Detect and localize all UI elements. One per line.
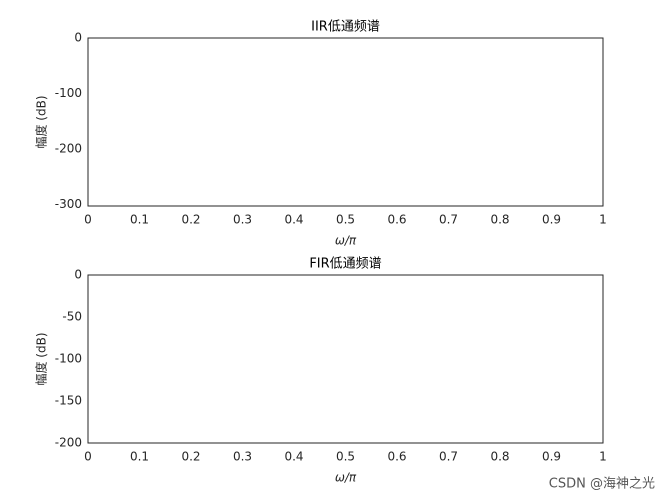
x-tick-label: 0.5	[336, 450, 355, 464]
x-tick-label: 0.3	[233, 450, 252, 464]
y-tick-label: 0	[74, 31, 82, 45]
x-tick-label: 0.2	[181, 213, 200, 227]
chart-title: IIR低通频谱	[311, 20, 380, 35]
x-tick-label: 0.8	[490, 213, 509, 227]
x-tick-label: 1	[599, 213, 607, 227]
x-tick-label: 0.6	[387, 213, 406, 227]
x-tick-label: 0	[84, 450, 92, 464]
x-tick-label: 0.6	[387, 450, 406, 464]
x-tick-label: 0.1	[130, 450, 149, 464]
x-tick-label: 0.7	[439, 450, 458, 464]
y-tick-label: -200	[55, 436, 82, 450]
x-axis-label: ω/π	[335, 471, 357, 485]
y-axis-label: 幅度 (dB)	[34, 332, 49, 385]
watermark: CSDN @海神之光	[549, 477, 655, 492]
x-tick-label: 0.8	[490, 450, 509, 464]
x-axis-label: ω/π	[335, 234, 357, 248]
x-tick-label: 0.4	[284, 213, 303, 227]
y-tick-label: -200	[55, 141, 82, 155]
axes-frame	[87, 274, 604, 444]
x-tick-label: 0.7	[439, 213, 458, 227]
x-tick-label: 0.4	[284, 450, 303, 464]
y-tick-label: -150	[55, 394, 82, 408]
x-tick-label: 0.9	[542, 450, 561, 464]
chart-title: FIR低通频谱	[309, 257, 381, 272]
y-axis-label: 幅度 (dB)	[34, 95, 49, 148]
y-tick-label: -100	[55, 352, 82, 366]
x-tick-label: 0.1	[130, 213, 149, 227]
axes-frame	[87, 37, 604, 207]
x-tick-label: 0.9	[542, 213, 561, 227]
y-tick-label: -100	[55, 86, 82, 100]
x-tick-label: 0	[84, 213, 92, 227]
y-tick-label: -300	[55, 197, 82, 211]
y-tick-label: -50	[62, 310, 82, 324]
y-tick-label: 0	[74, 268, 82, 282]
x-tick-label: 0.5	[336, 213, 355, 227]
x-tick-label: 0.3	[233, 213, 252, 227]
x-tick-label: 1	[599, 450, 607, 464]
x-tick-label: 0.2	[181, 450, 200, 464]
